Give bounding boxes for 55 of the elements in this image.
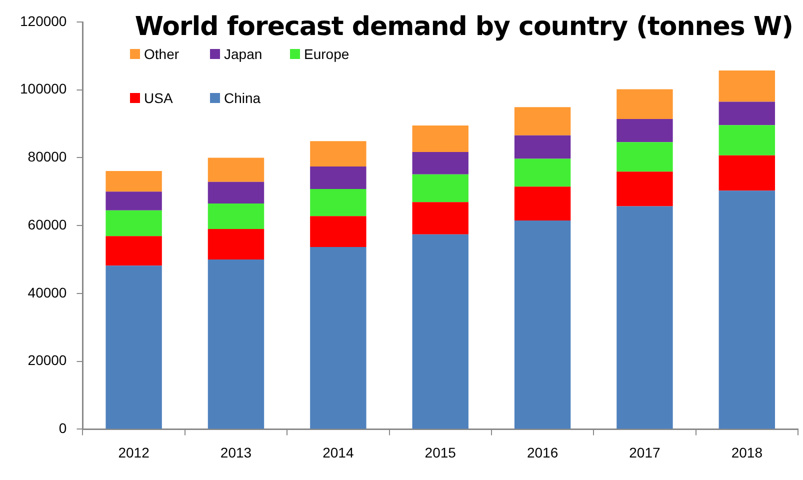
bar	[310, 188, 366, 216]
bar	[514, 220, 571, 429]
x-tick-label: 2014	[322, 444, 354, 460]
y-tick-label: 60000	[28, 216, 67, 232]
bar	[208, 158, 264, 182]
bar	[208, 182, 264, 204]
bar	[310, 246, 366, 429]
bar	[106, 170, 162, 192]
chart-title: World forecast demand by country (tonnes W)	[134, 12, 793, 42]
y-tick-label: 120000	[20, 12, 67, 29]
y-tick-label: 40000	[28, 284, 67, 300]
bar	[412, 125, 468, 152]
bar	[514, 107, 571, 136]
bar	[412, 174, 468, 202]
legend-label: Japan	[224, 46, 262, 62]
bar	[616, 89, 673, 120]
legend-label: Europe	[304, 46, 350, 62]
bar	[514, 186, 571, 221]
bar	[616, 206, 673, 429]
bar	[106, 210, 162, 236]
bar	[412, 234, 468, 429]
bar	[412, 152, 468, 174]
x-tick-label: 2013	[220, 444, 252, 460]
legend-label: China	[224, 90, 261, 106]
bar	[718, 155, 776, 191]
bar	[514, 135, 571, 159]
bar	[718, 125, 776, 156]
bar	[310, 166, 366, 189]
x-tick-label: 2018	[731, 444, 763, 460]
bar	[106, 192, 162, 210]
bar	[718, 102, 776, 126]
x-tick-label: 2017	[629, 444, 661, 460]
bar	[310, 216, 366, 247]
y-tick-label: 0	[58, 420, 67, 436]
bar	[106, 266, 162, 429]
bar	[514, 158, 571, 187]
x-tick-label: 2016	[526, 444, 558, 460]
bar	[616, 142, 673, 172]
bar	[208, 204, 264, 229]
bar	[106, 236, 162, 266]
y-tick-label: 100000	[20, 80, 67, 97]
bar	[616, 119, 673, 142]
legend-label: USA	[144, 90, 173, 106]
legend-label: Other	[144, 46, 180, 62]
bar	[208, 228, 264, 260]
bar	[412, 202, 468, 234]
bar	[310, 141, 366, 167]
bar	[208, 260, 264, 429]
y-tick-label: 80000	[28, 148, 67, 165]
bar	[718, 190, 776, 429]
y-tick-label: 20000	[28, 352, 67, 368]
bar	[718, 70, 776, 102]
x-tick-label: 2012	[118, 444, 150, 460]
x-tick-label: 2015	[424, 444, 456, 460]
bar	[616, 172, 673, 206]
